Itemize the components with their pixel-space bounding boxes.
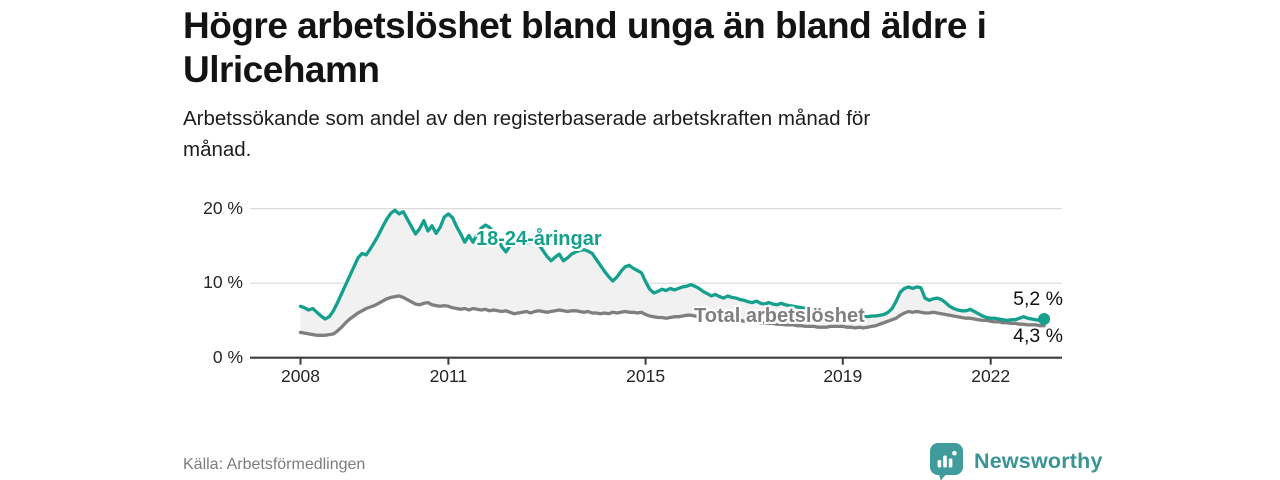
title-line-1: Högre arbetslöshet bland unga än bland ä… — [183, 5, 987, 46]
series-line-18-24 — [298, 208, 1046, 323]
x-axis-tick-label: 2022 — [971, 366, 1011, 386]
bar-tall — [943, 455, 947, 468]
x-axis-tick-label: 2015 — [626, 366, 666, 386]
bar-small — [937, 460, 942, 468]
brand-name: Newsworthy — [974, 448, 1103, 473]
title-line-2: Ulricehamn — [183, 49, 380, 90]
end-value-label-total: 4,3 % — [1013, 325, 1063, 347]
page-title: Högre arbetslöshet bland unga än bland ä… — [183, 4, 1243, 92]
bar-medium — [948, 458, 953, 468]
series-label-total: Total arbetslöshet — [694, 305, 865, 327]
source-note: Källa: Arbetsförmedlingen — [183, 456, 366, 473]
x-axis-tick-label: 2008 — [281, 366, 320, 386]
series-line-total — [298, 294, 1046, 337]
end-value-label-18-24: 5,2 % — [1013, 288, 1063, 310]
y-axis-tick-label: 20 % — [203, 197, 243, 218]
x-axis-tick-label: 2019 — [823, 366, 863, 386]
y-axis-tick-label: 0 % — [212, 346, 243, 367]
y-axis-tick-label: 10 % — [203, 272, 243, 293]
newsworthy-logo: Newsworthy — [929, 442, 1103, 480]
series-label-18-24: 18-24-åringar — [476, 228, 602, 250]
end-dot — [1038, 313, 1051, 325]
newsworthy-pin-icon — [930, 443, 963, 480]
x-axis-tick-label: 2011 — [429, 366, 468, 386]
subtitle-line-1: Arbetssökande som andel av den registerb… — [183, 107, 871, 130]
subtitle-line-2: månad. — [183, 138, 252, 161]
chart-subtitle: Arbetssökande som andel av den registerb… — [183, 103, 1083, 165]
exclamation-dot — [952, 450, 957, 456]
area-between-lines — [300, 210, 1045, 336]
